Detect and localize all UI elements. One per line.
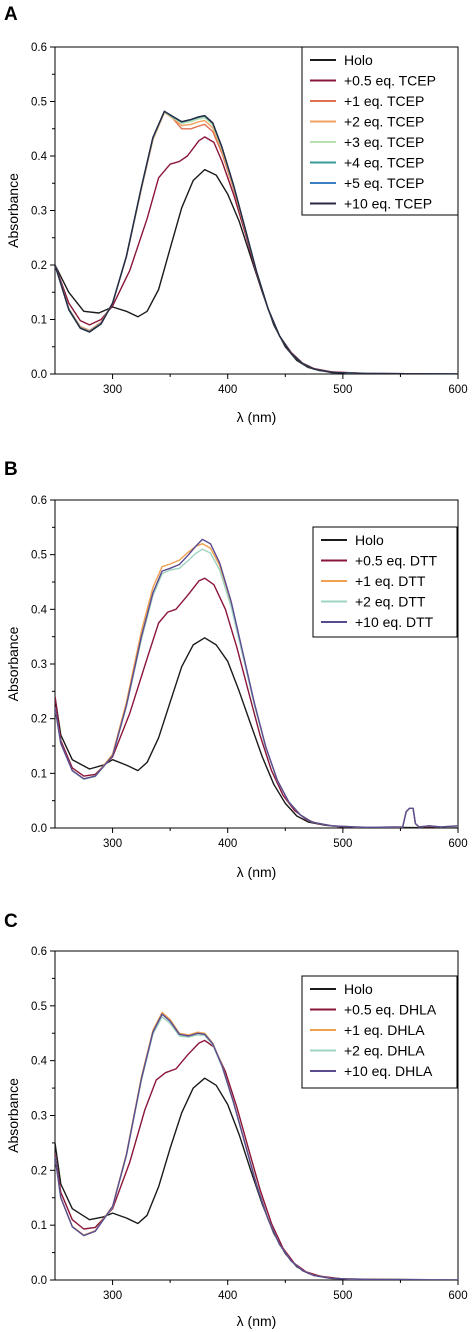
x-axis-title: λ (nm) bbox=[237, 409, 277, 425]
legend-label: +4 eq. TCEP bbox=[344, 155, 424, 171]
axis-ticks: 300 400 500 600 0.0 0.1 0.2 0.3 0.4 0.5 0.6 bbox=[31, 42, 468, 396]
legend-label: +0.5 eq. DTT bbox=[355, 553, 438, 569]
x-axis-title: λ (nm) bbox=[237, 1313, 277, 1329]
legend: Holo +0.5 eq. TCEP +1 eq. TCEP +2 eq. TCEP +… bbox=[301, 46, 459, 216]
legend-label: +0.5 eq. DHLA bbox=[344, 1002, 437, 1018]
panel-label: A bbox=[4, 4, 18, 25]
y-tick-label: 0.3 bbox=[31, 206, 47, 218]
y-tick-label: 0.6 bbox=[31, 42, 47, 54]
legend-label: Holo bbox=[344, 981, 373, 997]
y-tick-label: 0.4 bbox=[31, 604, 48, 616]
legend-box bbox=[312, 526, 458, 638]
series-line bbox=[55, 111, 458, 374]
legend-label: +5 eq. TCEP bbox=[344, 175, 424, 191]
y-tick-label: 0.3 bbox=[31, 659, 47, 671]
legend-label: +1 eq. TCEP bbox=[344, 93, 424, 109]
legend: Holo +0.5 eq. DHLA +1 eq. DHLA +2 eq. DHLA +… bbox=[301, 975, 458, 1089]
series-layer bbox=[55, 538, 458, 828]
legend-label: Holo bbox=[355, 532, 384, 548]
y-tick-label: 0.2 bbox=[31, 260, 47, 272]
legend-label: +10 eq. DHLA bbox=[344, 1063, 433, 1079]
legend-label: +10 eq. DTT bbox=[355, 614, 434, 630]
x-tick-label: 400 bbox=[218, 838, 237, 850]
y-axis-title: Absorbance bbox=[5, 1078, 21, 1153]
y-tick-label: 0.5 bbox=[31, 97, 47, 109]
series-line bbox=[55, 110, 458, 374]
y-tick-label: 0.6 bbox=[31, 946, 47, 958]
series-line bbox=[55, 110, 458, 374]
x-tick-label: 300 bbox=[103, 838, 122, 850]
y-tick-label: 0.1 bbox=[31, 315, 47, 327]
x-tick-label: 500 bbox=[333, 1290, 352, 1302]
axis-ticks: 300 400 500 600 0.0 0.1 0.2 0.3 0.4 0.5 0.6 bbox=[31, 495, 468, 850]
legend-label: +1 eq. DTT bbox=[355, 573, 426, 589]
x-tick-label: 400 bbox=[218, 1290, 237, 1302]
legend-label: +3 eq. TCEP bbox=[344, 134, 424, 150]
y-tick-label: 0.4 bbox=[31, 1056, 48, 1068]
series-line bbox=[55, 168, 458, 374]
y-tick-label: 0.1 bbox=[31, 1220, 47, 1232]
axis-ticks: 300 400 500 600 0.0 0.1 0.2 0.3 0.4 0.5 0.6 bbox=[31, 946, 468, 1302]
plot-frame bbox=[54, 499, 459, 829]
panel-c: C 300 400 500 600 0.0 0.1 0.2 0.3 0.4 0.5 0.6 λ (n… bbox=[4, 911, 468, 1329]
y-tick-label: 0.5 bbox=[31, 1001, 47, 1013]
y-tick-label: 0.0 bbox=[31, 369, 47, 381]
x-tick-label: 300 bbox=[103, 384, 122, 396]
panel-b: B 300 400 500 600 0.0 0.1 0.2 0.3 0.4 0.5 0.6 λ (n… bbox=[4, 459, 468, 880]
panel-label: C bbox=[4, 911, 18, 932]
y-tick-label: 0.0 bbox=[31, 823, 47, 835]
legend-label: +1 eq. DHLA bbox=[344, 1022, 425, 1038]
x-tick-label: 500 bbox=[333, 838, 352, 850]
x-tick-label: 600 bbox=[448, 384, 467, 396]
legend-box bbox=[301, 46, 459, 216]
series-layer bbox=[55, 110, 458, 374]
legend-label: +2 eq. DHLA bbox=[344, 1043, 425, 1059]
plot-frame bbox=[54, 950, 459, 1281]
series-layer bbox=[55, 1011, 458, 1280]
legend-label: +10 eq. TCEP bbox=[344, 196, 432, 212]
y-axis-title: Absorbance bbox=[5, 626, 21, 701]
x-axis-title: λ (nm) bbox=[237, 864, 277, 880]
y-tick-label: 0.5 bbox=[31, 550, 47, 562]
x-tick-label: 500 bbox=[333, 384, 352, 396]
legend-label: +0.5 eq. TCEP bbox=[344, 73, 436, 89]
series-line bbox=[55, 136, 458, 374]
y-tick-label: 0.2 bbox=[31, 714, 47, 726]
series-line bbox=[55, 110, 458, 374]
legend-box bbox=[301, 975, 458, 1089]
x-tick-label: 600 bbox=[448, 1290, 467, 1302]
x-tick-label: 600 bbox=[448, 838, 467, 850]
series-line bbox=[55, 548, 458, 828]
series-line bbox=[55, 1013, 458, 1280]
y-tick-label: 0.3 bbox=[31, 1111, 47, 1123]
y-axis-title: Absorbance bbox=[5, 173, 21, 248]
panel-a: A 300 400 500 600 0.0 0.1 0.2 0.3 0.4 0.5 0.6 λ (n… bbox=[4, 4, 468, 425]
legend-label: +2 eq. TCEP bbox=[344, 114, 424, 130]
x-tick-label: 300 bbox=[103, 1290, 122, 1302]
y-tick-label: 0.6 bbox=[31, 495, 47, 507]
series-line bbox=[55, 1039, 458, 1280]
legend: Holo +0.5 eq. DTT +1 eq. DTT +2 eq. DTT +10 … bbox=[312, 526, 458, 638]
legend-label: Holo bbox=[344, 52, 373, 68]
series-line bbox=[55, 111, 458, 374]
panel-label: B bbox=[4, 459, 18, 480]
y-tick-label: 0.1 bbox=[31, 768, 47, 780]
series-line bbox=[55, 637, 458, 828]
x-tick-label: 400 bbox=[218, 384, 237, 396]
y-tick-label: 0.2 bbox=[31, 1165, 47, 1177]
series-line bbox=[55, 538, 458, 828]
y-tick-label: 0.4 bbox=[31, 151, 48, 163]
y-tick-label: 0.0 bbox=[31, 1275, 47, 1287]
series-line bbox=[55, 111, 458, 374]
legend-label: +2 eq. DTT bbox=[355, 594, 426, 610]
